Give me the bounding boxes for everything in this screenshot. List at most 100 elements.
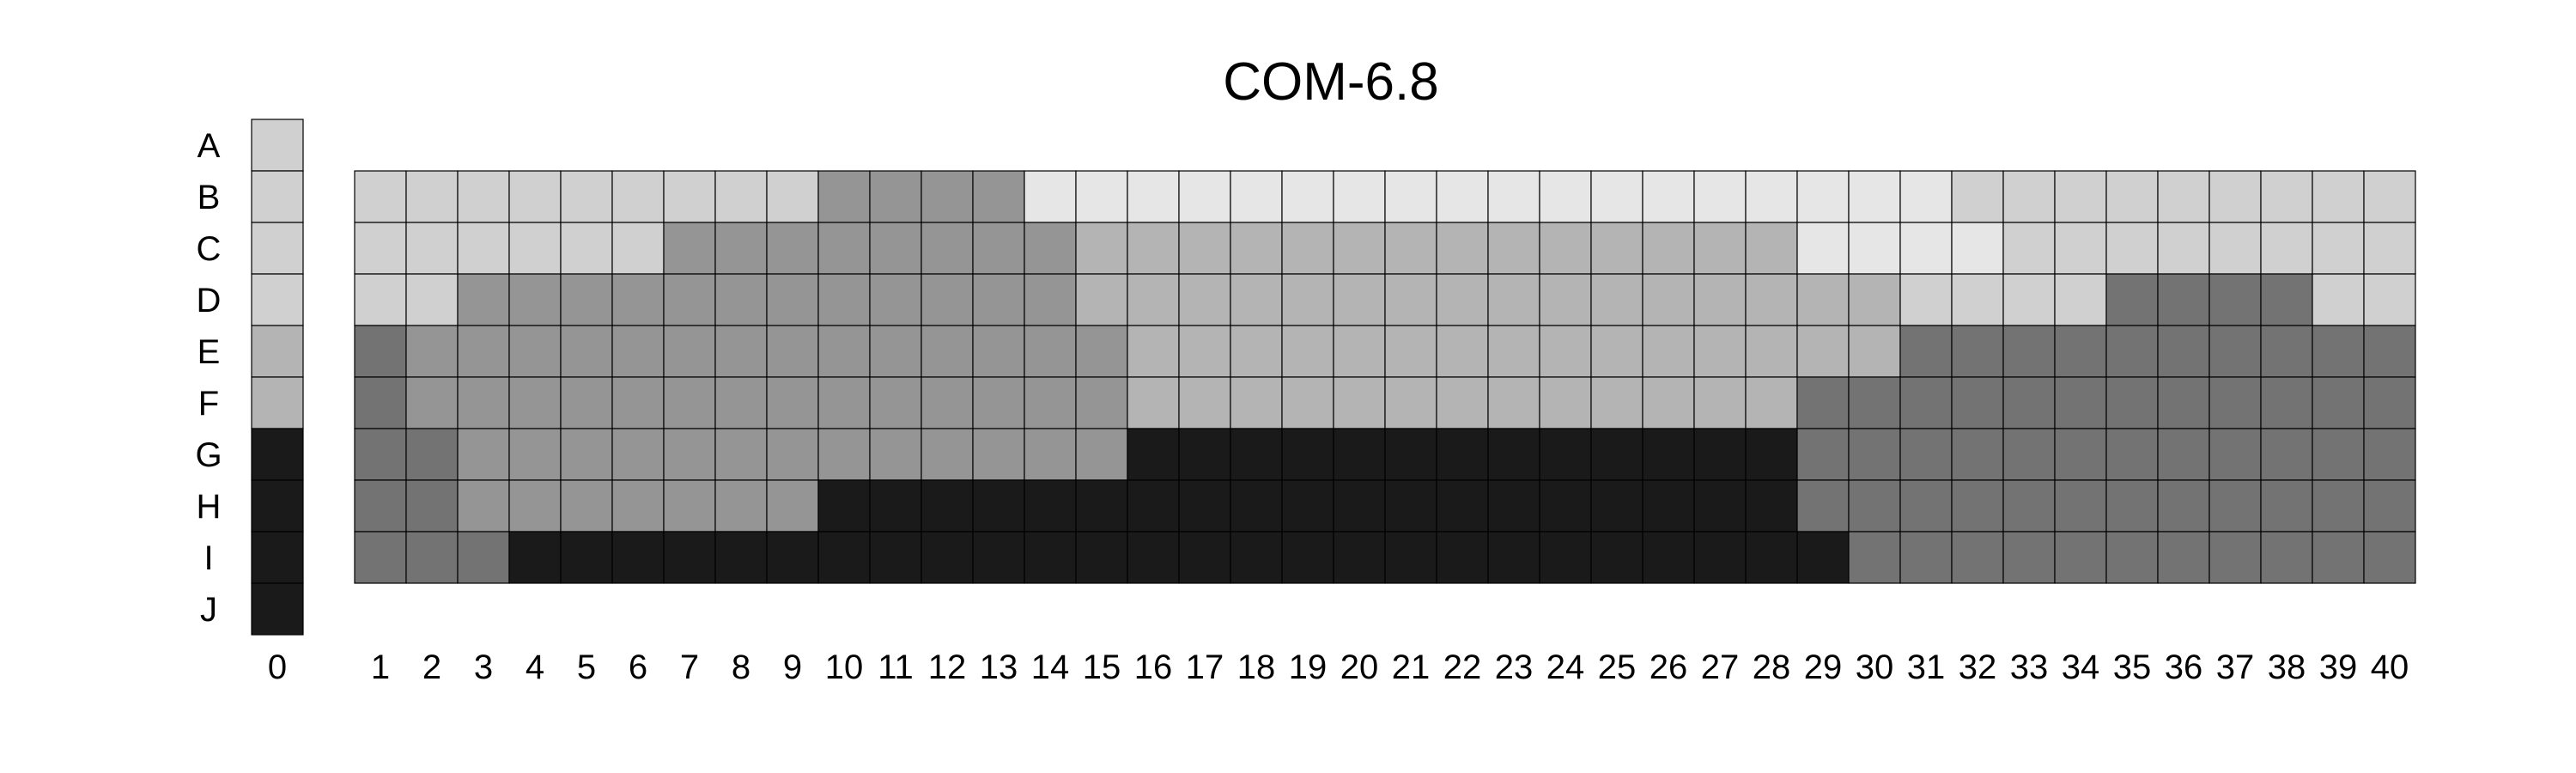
- column-label-4: 4: [526, 648, 544, 686]
- heatmap-cell-b-12: [920, 170, 974, 223]
- heatmap-cell-e-8: [714, 325, 768, 378]
- heatmap-cell-b-34: [2054, 170, 2107, 223]
- column-label-13: 13: [980, 648, 1018, 686]
- heatmap-cell-g-17: [1178, 428, 1231, 481]
- heatmap-cell-f-10: [817, 376, 871, 429]
- heatmap-cell-g-21: [1384, 428, 1437, 481]
- heatmap-cell-c-4: [508, 222, 562, 275]
- heatmap-cell-g-22: [1436, 428, 1489, 481]
- heatmap-cell-e-4: [508, 325, 562, 378]
- heatmap-cell-d-4: [508, 273, 562, 326]
- heatmap-cell-e-30: [1848, 325, 1901, 378]
- heatmap-cell-i-11: [869, 531, 922, 584]
- heatmap-cell-h-12: [920, 479, 974, 533]
- heatmap-cell-d-35: [2105, 273, 2159, 326]
- heatmap-cell-i-6: [611, 531, 665, 584]
- heatmap-cell-g-27: [1693, 428, 1747, 481]
- heatmap-cell-b-40: [2363, 170, 2416, 223]
- column-label-35: 35: [2113, 648, 2152, 686]
- column-label-10: 10: [825, 648, 864, 686]
- heatmap-cell-b-25: [1590, 170, 1643, 223]
- reference-cell-f: [251, 376, 304, 429]
- heatmap-cell-f-16: [1127, 376, 1180, 429]
- heatmap-cell-h-34: [2054, 479, 2107, 533]
- heatmap-cell-i-23: [1487, 531, 1540, 584]
- heatmap-cell-h-39: [2312, 479, 2365, 533]
- heatmap-cell-b-7: [663, 170, 716, 223]
- heatmap-cell-f-21: [1384, 376, 1437, 429]
- heatmap-cell-i-26: [1642, 531, 1695, 584]
- heatmap-cell-b-14: [1024, 170, 1077, 223]
- heatmap-cell-f-7: [663, 376, 716, 429]
- heatmap-cell-f-5: [560, 376, 613, 429]
- heatmap-cell-c-15: [1075, 222, 1128, 275]
- heatmap-cell-d-40: [2363, 273, 2416, 326]
- heatmap-cell-e-26: [1642, 325, 1695, 378]
- heatmap-cell-g-10: [817, 428, 871, 481]
- heatmap-cell-d-29: [1796, 273, 1850, 326]
- heatmap-cell-e-18: [1230, 325, 1283, 378]
- heatmap-cell-e-32: [1951, 325, 2004, 378]
- heatmap-cell-g-30: [1848, 428, 1901, 481]
- column-label-5: 5: [577, 648, 596, 686]
- heatmap-cell-g-32: [1951, 428, 2004, 481]
- heatmap-cell-f-31: [1899, 376, 1953, 429]
- reference-cell-j: [251, 582, 304, 636]
- heatmap-cell-c-2: [405, 222, 459, 275]
- heatmap-cell-i-18: [1230, 531, 1283, 584]
- heatmap-cell-e-24: [1539, 325, 1592, 378]
- column-label-34: 34: [2062, 648, 2100, 686]
- heatmap-cell-c-24: [1539, 222, 1592, 275]
- heatmap-cell-f-3: [457, 376, 510, 429]
- column-label-28: 28: [1753, 648, 1791, 686]
- heatmap-cell-i-22: [1436, 531, 1489, 584]
- heatmap-cell-i-40: [2363, 531, 2416, 584]
- heatmap-cell-f-17: [1178, 376, 1231, 429]
- heatmap-cell-f-15: [1075, 376, 1128, 429]
- heatmap-cell-e-13: [972, 325, 1025, 378]
- heatmap-cell-c-8: [714, 222, 768, 275]
- heatmap-cell-i-31: [1899, 531, 1953, 584]
- heatmap-cell-e-6: [611, 325, 665, 378]
- heatmap-cell-c-19: [1281, 222, 1334, 275]
- heatmap-cell-c-23: [1487, 222, 1540, 275]
- heatmap-cell-b-4: [508, 170, 562, 223]
- heatmap-cell-h-6: [611, 479, 665, 533]
- heatmap-cell-i-17: [1178, 531, 1231, 584]
- heatmap-cell-b-38: [2260, 170, 2313, 223]
- heatmap-cell-c-33: [2002, 222, 2056, 275]
- heatmap-cell-h-16: [1127, 479, 1180, 533]
- heatmap-cell-f-32: [1951, 376, 2004, 429]
- heatmap-cell-e-27: [1693, 325, 1747, 378]
- heatmap-cell-g-40: [2363, 428, 2416, 481]
- heatmap-cell-h-27: [1693, 479, 1747, 533]
- heatmap-cell-c-11: [869, 222, 922, 275]
- heatmap-cell-c-30: [1848, 222, 1901, 275]
- heatmap-cell-h-24: [1539, 479, 1592, 533]
- heatmap-cell-b-23: [1487, 170, 1540, 223]
- heatmap-cell-h-9: [766, 479, 819, 533]
- heatmap-cell-c-21: [1384, 222, 1437, 275]
- heatmap-cell-d-6: [611, 273, 665, 326]
- heatmap-cell-h-31: [1899, 479, 1953, 533]
- column-label-37: 37: [2216, 648, 2255, 686]
- heatmap-cell-d-2: [405, 273, 459, 326]
- heatmap-cell-h-36: [2157, 479, 2210, 533]
- row-label-c: C: [197, 230, 222, 268]
- heatmap-cell-d-33: [2002, 273, 2056, 326]
- heatmap-cell-b-18: [1230, 170, 1283, 223]
- heatmap-cell-h-29: [1796, 479, 1850, 533]
- heatmap-cell-f-27: [1693, 376, 1747, 429]
- chart-title: COM-6.8: [1223, 52, 1438, 112]
- heatmap-cell-b-39: [2312, 170, 2365, 223]
- reference-cell-a: [251, 119, 304, 172]
- heatmap-cell-h-11: [869, 479, 922, 533]
- heatmap-cell-c-38: [2260, 222, 2313, 275]
- heatmap-cell-g-26: [1642, 428, 1695, 481]
- column-label-9: 9: [783, 648, 802, 686]
- heatmap-cell-d-27: [1693, 273, 1747, 326]
- heatmap-cell-g-39: [2312, 428, 2365, 481]
- heatmap-cell-b-33: [2002, 170, 2056, 223]
- heatmap-cell-h-15: [1075, 479, 1128, 533]
- heatmap-cell-h-38: [2260, 479, 2313, 533]
